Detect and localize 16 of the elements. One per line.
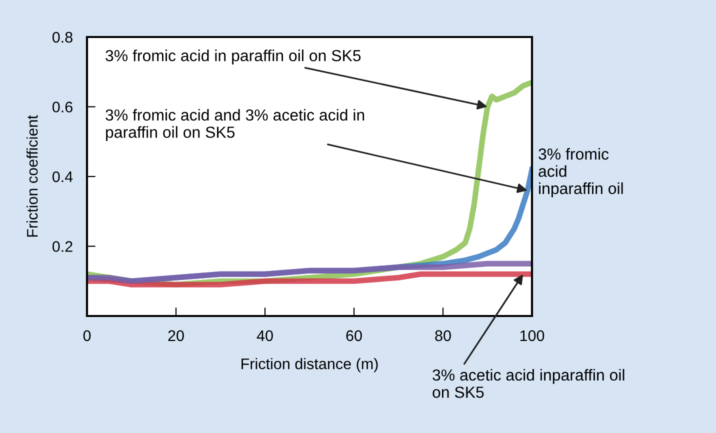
y-tick-label: 0.2 — [52, 241, 72, 252]
y-tick-label: 0.6 — [52, 102, 72, 112]
y-tick-label: 0.4 — [52, 171, 73, 182]
y-tick-label: 0.8 — [52, 32, 72, 43]
x-axis-title: Friction distance (m) — [242, 358, 378, 372]
annotation: 3% acetic acid inparaffin oil on SK5 — [432, 368, 624, 398]
x-tick-label: 20 — [168, 330, 184, 342]
x-tick-label: 100 — [520, 330, 544, 342]
x-tick-label: 40 — [256, 330, 273, 342]
x-tick-label: 80 — [435, 330, 451, 342]
x-tick-label: 0 — [83, 330, 91, 342]
x-tick-label: 60 — [346, 330, 362, 342]
annotation: 3% fromic acid in paraffin oil on SK5 — [106, 50, 361, 64]
text: 3% fromic acid inparaffin oil — [538, 148, 623, 198]
annotation: 3% fromic acid and 3% acetic acid in paraffin oil on SK5 — [106, 108, 364, 142]
y-axis-title: Friction coefficient — [26, 115, 38, 237]
